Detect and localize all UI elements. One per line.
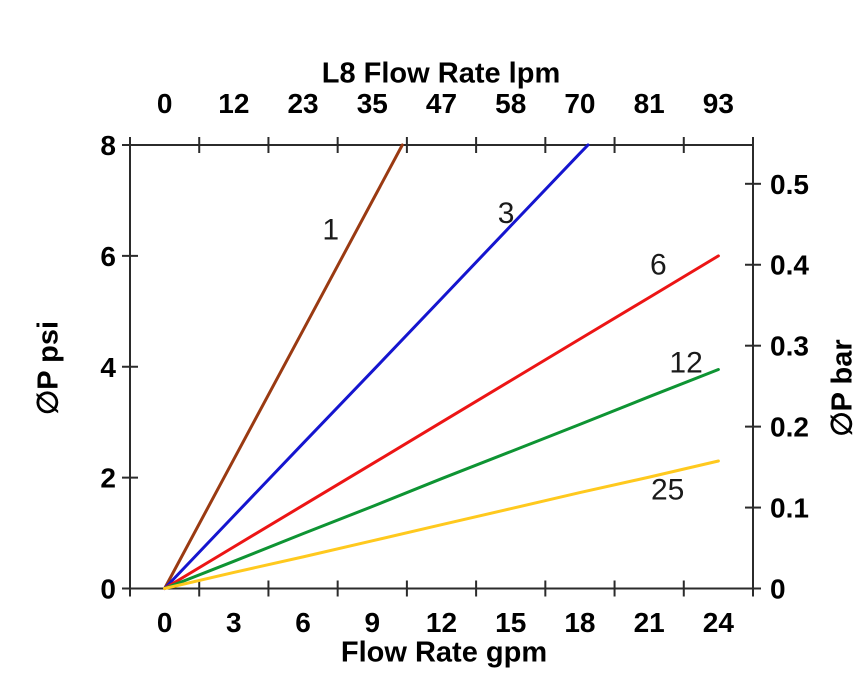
top-tick-label: 93 bbox=[703, 88, 734, 119]
top-axis-title: L8 Flow Rate lpm bbox=[321, 57, 561, 90]
series-line-3 bbox=[163, 143, 590, 590]
right-tick-label: 0 bbox=[770, 574, 786, 605]
bottom-axis-title: Flow Rate gpm bbox=[340, 636, 548, 669]
left-tick-label: 8 bbox=[100, 130, 116, 161]
left-tick-label: 4 bbox=[100, 352, 116, 383]
series-label-25: 25 bbox=[651, 473, 684, 506]
bottom-tick-label: 24 bbox=[703, 607, 735, 638]
right-tick-label: 0.1 bbox=[770, 493, 809, 524]
series-label-1: 1 bbox=[322, 213, 339, 246]
right-tick-label: 0.4 bbox=[770, 250, 809, 281]
series-line-6 bbox=[163, 254, 720, 590]
plot-border bbox=[129, 144, 754, 590]
left-tick-label: 6 bbox=[100, 241, 116, 272]
bottom-tick-label: 21 bbox=[634, 607, 665, 638]
bottom-tick-label: 15 bbox=[495, 607, 526, 638]
series-label-12: 12 bbox=[669, 346, 702, 379]
series-label-3: 3 bbox=[498, 197, 515, 230]
series-line-1 bbox=[163, 143, 404, 590]
top-tick-label: 47 bbox=[426, 88, 457, 119]
series-line-12 bbox=[163, 368, 720, 590]
top-tick-label: 12 bbox=[218, 88, 249, 119]
bottom-tick-label: 0 bbox=[157, 607, 173, 638]
series-label-6: 6 bbox=[650, 249, 667, 282]
right-tick-label: 0.2 bbox=[770, 412, 809, 443]
right-axis-title: ∅P bar bbox=[826, 339, 859, 437]
top-tick-label: 35 bbox=[357, 88, 388, 119]
top-tick-label: 58 bbox=[495, 88, 526, 119]
left-tick-label: 0 bbox=[100, 574, 116, 605]
left-tick-label: 2 bbox=[100, 463, 116, 494]
top-tick-label: 0 bbox=[157, 88, 173, 119]
bottom-tick-label: 9 bbox=[364, 607, 380, 638]
bottom-tick-label: 12 bbox=[426, 607, 457, 638]
bottom-tick-label: 18 bbox=[564, 607, 595, 638]
top-tick-label: 81 bbox=[634, 88, 665, 119]
right-tick-label: 0.5 bbox=[770, 169, 809, 200]
left-axis-title: ∅P psi bbox=[32, 320, 65, 416]
right-tick-label: 0.3 bbox=[770, 331, 809, 362]
bottom-tick-label: 6 bbox=[295, 607, 311, 638]
series-line-25 bbox=[163, 459, 720, 590]
bottom-tick-label: 3 bbox=[226, 607, 242, 638]
top-tick-label: 23 bbox=[287, 88, 318, 119]
top-tick-label: 70 bbox=[564, 88, 595, 119]
